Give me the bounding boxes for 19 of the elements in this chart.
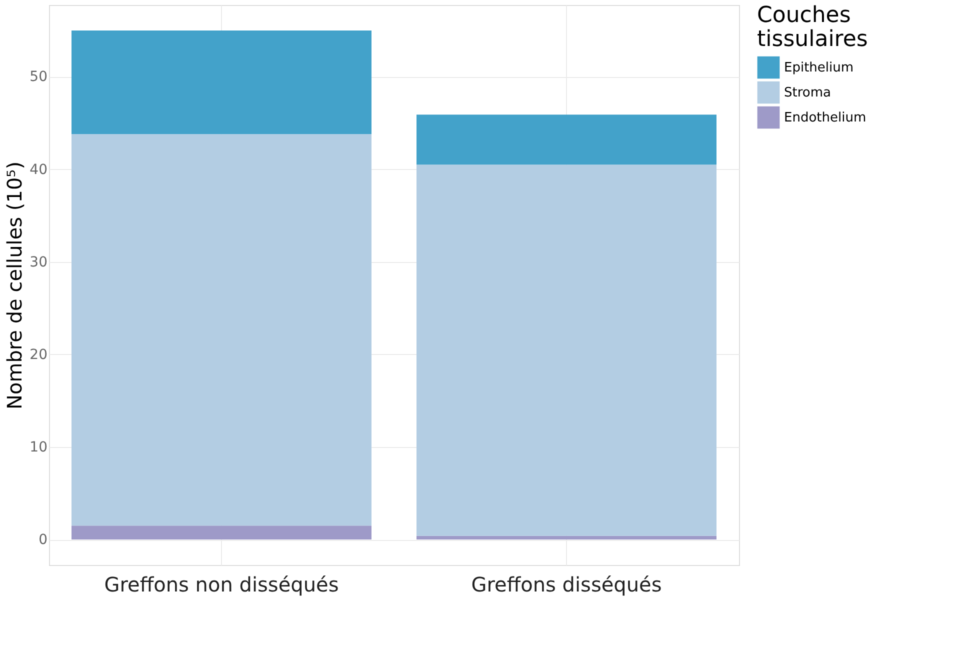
y-tick-label: 0 (38, 532, 48, 548)
bar (416, 114, 716, 165)
y-tick-label: 40 (30, 162, 48, 178)
x-tick-label: Greffons disséqués (471, 572, 662, 596)
legend-label: Endothelium (784, 110, 866, 126)
bar (416, 164, 716, 536)
legend-label: Epithelium (784, 60, 854, 76)
bar (72, 526, 372, 540)
legend-label: Stroma (784, 86, 831, 100)
y-tick-label: 20 (30, 346, 48, 363)
bar (416, 536, 716, 540)
x-tick-label: Greffons non disséqués (104, 572, 339, 596)
y-tick-label: 30 (30, 254, 48, 270)
legend-title: Couches tissulaires (757, 3, 868, 52)
bar (72, 30, 372, 134)
bar (72, 134, 372, 526)
y-tick-label: 10 (30, 439, 48, 456)
y-tick-label: 50 (30, 69, 48, 86)
y-axis-title: Nombre de cellules (10⁵) (2, 162, 27, 410)
